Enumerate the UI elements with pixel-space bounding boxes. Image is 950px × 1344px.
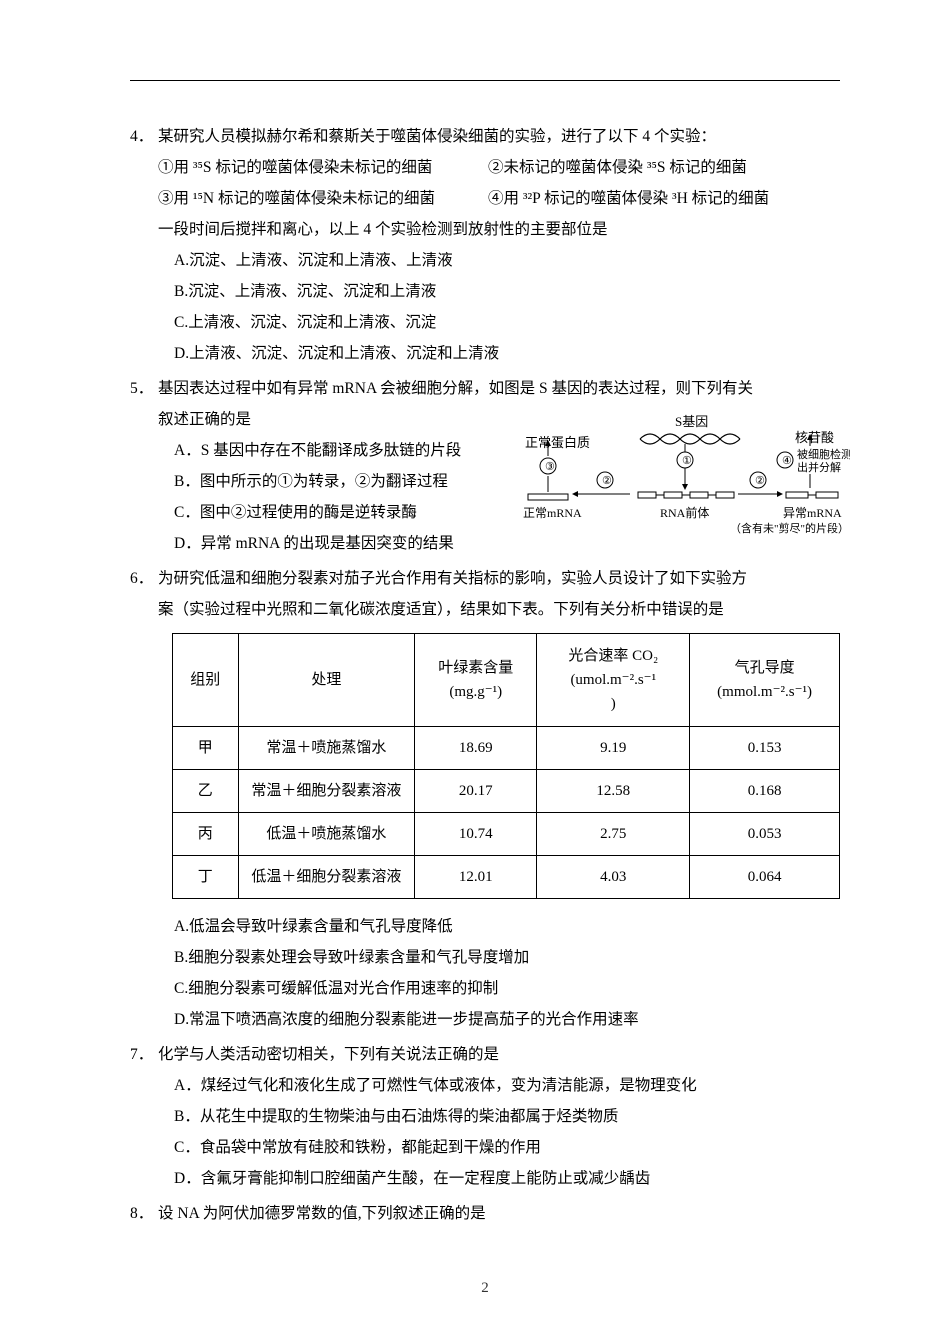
q6-optC: C.细胞分裂素可缓解低温对光合作用速率的抑制 <box>130 973 840 1004</box>
q7-optB: B．从花生中提取的生物柴油与由石油炼得的柴油都属于烃类物质 <box>130 1101 840 1132</box>
question-4: 4． 某研究人员模拟赫尔希和蔡斯关于噬菌体侵染细菌的实验，进行了以下 4 个实验… <box>130 121 840 369</box>
table-row: 甲 常温＋喷施蒸馏水 18.69 9.19 0.153 <box>173 727 840 770</box>
q5-diagram: S基因 正常蛋白质 ③ 正常mRNA ② ① <box>520 414 850 534</box>
cell: 4.03 <box>537 856 690 899</box>
diag-lmrna: 正常mRNA <box>523 506 582 520</box>
cell: 18.69 <box>415 727 537 770</box>
q6-optD: D.常温下喷洒高浓度的细胞分裂素能进一步提高茄子的光合作用速率 <box>130 1004 840 1035</box>
th-chl-l2: (mg.g⁻¹) <box>427 680 524 704</box>
q7-number: 7． <box>130 1039 158 1070</box>
q4-number: 4． <box>130 121 158 152</box>
q6-stem2: 案（实验过程中光照和二氧化碳浓度适宜），结果如下表。下列有关分析中错误的是 <box>130 594 840 625</box>
q4-optB: B.沉淀、上清液、沉淀、沉淀和上清液 <box>130 276 840 307</box>
cell: 20.17 <box>415 770 537 813</box>
diag-protein: 正常蛋白质 <box>525 435 590 450</box>
q4-optD: D.上清液、沉淀、沉淀和上清液、沉淀和上清液 <box>130 338 840 369</box>
q4-optC: C.上清液、沉淀、沉淀和上清液、沉淀 <box>130 307 840 338</box>
th-sc-l1: 气孔导度 <box>702 656 827 680</box>
q6-number: 6． <box>130 563 158 594</box>
diag-c3: ③ <box>545 461 555 473</box>
th-chl: 叶绿素含量 (mg.g⁻¹) <box>415 634 537 727</box>
q7-stem: 化学与人类活动密切相关，下列有关说法正确的是 <box>158 1039 840 1070</box>
cell: 丙 <box>173 813 239 856</box>
q5-number: 5． <box>130 373 158 404</box>
table-header-row: 组别 处理 叶绿素含量 (mg.g⁻¹) 光合速率 CO₂ (umol.m⁻².… <box>173 634 840 727</box>
q6-stem1: 为研究低温和细胞分裂素对茄子光合作用有关指标的影响，实验人员设计了如下实验方 <box>158 563 840 594</box>
diag-detect2: 出并分解 <box>797 460 841 474</box>
page-container: 4． 某研究人员模拟赫尔希和蔡斯关于噬菌体侵染细菌的实验，进行了以下 4 个实验… <box>0 0 950 1343</box>
table-row: 丁 低温＋细胞分裂素溶液 12.01 4.03 0.064 <box>173 856 840 899</box>
diag-c2r: ② <box>755 475 765 487</box>
cell: 0.168 <box>690 770 840 813</box>
th-group: 组别 <box>173 634 239 727</box>
th-treat: 处理 <box>238 634 414 727</box>
cell: 低温＋喷施蒸馏水 <box>238 813 414 856</box>
diag-abmrna: 异常mRNA <box>783 506 842 520</box>
top-rule <box>130 80 840 81</box>
q6-table: 组别 处理 叶绿素含量 (mg.g⁻¹) 光合速率 CO₂ (umol.m⁻².… <box>172 633 840 899</box>
q4-optA: A.沉淀、上清液、沉淀和上清液、上清液 <box>130 245 840 276</box>
th-ps: 光合速率 CO₂ (umol.m⁻².s⁻¹ ) <box>537 634 690 727</box>
diag-note: （含有未"剪尽"的片段） <box>730 521 849 535</box>
q6-optB: B.细胞分裂素处理会导致叶绿素含量和气孔导度增加 <box>130 942 840 973</box>
cell: 0.064 <box>690 856 840 899</box>
q4-sub2a: ③用 ¹⁵N 标记的噬菌体侵染未标记的细菌 <box>158 183 488 214</box>
diag-c4: ④ <box>782 455 792 467</box>
question-8: 8． 设 NA 为阿伏加德罗常数的值,下列叙述正确的是 <box>130 1198 840 1229</box>
q4-sub1a: ①用 ³⁵S 标记的噬菌体侵染未标记的细菌 <box>158 152 488 183</box>
q7-optC: C．食品袋中常放有硅胶和铁粉，都能起到干燥的作用 <box>130 1132 840 1163</box>
cell: 甲 <box>173 727 239 770</box>
q4-sub1b: ②未标记的噬菌体侵染 ³⁵S 标记的细菌 <box>488 152 747 183</box>
table-row: 丙 低温＋喷施蒸馏水 10.74 2.75 0.053 <box>173 813 840 856</box>
cell: 10.74 <box>415 813 537 856</box>
cell: 乙 <box>173 770 239 813</box>
q4-stem: 某研究人员模拟赫尔希和蔡斯关于噬菌体侵染细菌的实验，进行了以下 4 个实验： <box>158 121 840 152</box>
q6-optA: A.低温会导致叶绿素含量和气孔导度降低 <box>130 911 840 942</box>
cell: 9.19 <box>537 727 690 770</box>
th-ps-l3: ) <box>549 692 677 716</box>
th-chl-l1: 叶绿素含量 <box>427 656 524 680</box>
question-7: 7． 化学与人类活动密切相关，下列有关说法正确的是 A．煤经过气化和液化生成了可… <box>130 1039 840 1194</box>
diag-rnapre: RNA前体 <box>660 505 709 520</box>
page-number: 2 <box>130 1233 840 1303</box>
th-sc-l2: (mmol.m⁻².s⁻¹) <box>702 680 827 704</box>
th-ps-l2: (umol.m⁻².s⁻¹ <box>549 668 677 692</box>
cell: 0.053 <box>690 813 840 856</box>
cell: 2.75 <box>537 813 690 856</box>
th-sc: 气孔导度 (mmol.m⁻².s⁻¹) <box>690 634 840 727</box>
diag-detect1: 被细胞检测 <box>797 447 850 461</box>
diag-c1: ① <box>682 455 692 467</box>
diag-c2l: ② <box>602 475 612 487</box>
cell: 0.153 <box>690 727 840 770</box>
cell: 常温＋喷施蒸馏水 <box>238 727 414 770</box>
cell: 丁 <box>173 856 239 899</box>
diag-nucleic: 核苷酸 <box>795 430 834 445</box>
cell: 12.58 <box>537 770 690 813</box>
diag-sgene-label: S基因 <box>675 414 708 429</box>
q4-sub2b: ④用 ³²P 标记的噬菌体侵染 ³H 标记的细菌 <box>488 183 769 214</box>
q5-stem1: 基因表达过程中如有异常 mRNA 会被细胞分解，如图是 S 基因的表达过程，则下… <box>158 373 840 404</box>
q8-stem: 设 NA 为阿伏加德罗常数的值,下列叙述正确的是 <box>158 1198 840 1229</box>
q7-optD: D．含氟牙膏能抑制口腔细菌产生酸，在一定程度上能防止或减少龋齿 <box>130 1163 840 1194</box>
cell: 12.01 <box>415 856 537 899</box>
cell: 低温＋细胞分裂素溶液 <box>238 856 414 899</box>
table-row: 乙 常温＋细胞分裂素溶液 20.17 12.58 0.168 <box>173 770 840 813</box>
q7-optA: A．煤经过气化和液化生成了可燃性气体或液体，变为清洁能源，是物理变化 <box>130 1070 840 1101</box>
cell: 常温＋细胞分裂素溶液 <box>238 770 414 813</box>
q8-number: 8． <box>130 1198 158 1229</box>
q4-line3: 一段时间后搅拌和离心，以上 4 个实验检测到放射性的主要部位是 <box>130 214 840 245</box>
question-6: 6． 为研究低温和细胞分裂素对茄子光合作用有关指标的影响，实验人员设计了如下实验… <box>130 563 840 1035</box>
th-ps-l1: 光合速率 CO₂ <box>549 644 677 668</box>
